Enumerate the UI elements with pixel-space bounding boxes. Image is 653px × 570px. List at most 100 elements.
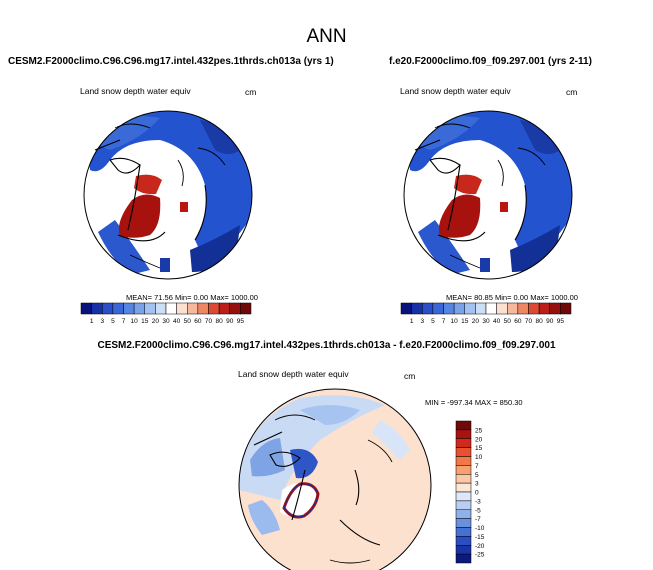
difference-colorbar-tick-label: 15 bbox=[475, 445, 483, 452]
panel1-colorbar-tick-label: 50 bbox=[184, 318, 192, 325]
panel1-colorbar-tick-label: 7 bbox=[122, 318, 126, 325]
panel1-colorbar-swatch bbox=[123, 302, 135, 315]
panel2-colorbar-swatch bbox=[411, 302, 423, 315]
difference-colorbar-swatch bbox=[455, 553, 472, 564]
panel1-colorbar-tick-label: 30 bbox=[162, 318, 170, 325]
panel2-colorbar-tick-label: 50 bbox=[504, 318, 512, 325]
panel2-colorbar-tick-label: 70 bbox=[525, 318, 533, 325]
difference-colorbar-swatch bbox=[455, 509, 472, 519]
panel2-colorbar-swatch bbox=[432, 302, 444, 315]
panel2-colorbar: 1 3 5 7 10 15 20 30 40 50 60 70 80 90 95 bbox=[400, 302, 572, 325]
panel1-colorbar-tick-label: 95 bbox=[237, 318, 245, 325]
difference-colorbar-swatch bbox=[455, 482, 472, 493]
panel2-colorbar-swatch bbox=[528, 302, 540, 315]
panel2-colorbar-tick-label: 40 bbox=[493, 318, 501, 325]
difference-colorbar-swatch bbox=[455, 465, 472, 475]
difference-colorbar-tick-label: 20 bbox=[475, 436, 483, 443]
panel2-colorbar-swatch bbox=[549, 302, 561, 315]
difference-polar-map bbox=[238, 388, 432, 570]
panel1-colorbar-tick-label: 90 bbox=[226, 318, 234, 325]
panel1-colorbar: 1 3 5 7 10 15 20 30 40 50 60 70 80 90 95 bbox=[80, 302, 252, 325]
panel2-colorbar-tick-label: 95 bbox=[557, 318, 565, 325]
figure-title: ANN bbox=[306, 26, 347, 47]
panel1-colorbar-swatch bbox=[80, 302, 92, 315]
panel1-colorbar-tick-label: 20 bbox=[152, 318, 160, 325]
panel1-colorbar-tick-label: 5 bbox=[111, 318, 115, 325]
difference-colorbar-tick-label: 10 bbox=[475, 454, 483, 461]
panel2-variable-label: Land snow depth water equiv bbox=[400, 86, 511, 96]
panel1-colorbar-swatch bbox=[155, 302, 167, 315]
difference-colorbar-swatch bbox=[455, 545, 472, 555]
panel2-colorbar-swatch bbox=[507, 302, 519, 315]
panel2-colorbar-tick-label: 30 bbox=[482, 318, 490, 325]
panel2-colorbar-swatch bbox=[453, 302, 465, 315]
difference-colorbar-tick-label: -7 bbox=[475, 516, 481, 523]
panel2-colorbar-swatch bbox=[560, 302, 572, 315]
difference-colorbar-swatch bbox=[455, 518, 472, 528]
panel2-colorbar-swatch bbox=[443, 302, 455, 315]
difference-colorbar-swatch bbox=[455, 491, 472, 502]
difference-colorbar: 25 20 15 10 7 5 3 0-3 -5 -7 -10 -15 -20 -25 bbox=[455, 420, 485, 564]
difference-colorbar-swatch bbox=[455, 438, 472, 448]
difference-colorbar-swatch bbox=[455, 500, 472, 510]
panel1-colorbar-swatch bbox=[133, 302, 145, 315]
panel1-stats: MEAN= 71.56 Min= 0.00 Max= 1000.00 bbox=[126, 293, 258, 302]
difference-colorbar-swatch bbox=[455, 429, 472, 439]
panel2-colorbar-swatch bbox=[496, 302, 508, 315]
panel2-colorbar-swatch bbox=[400, 302, 412, 315]
panel1-colorbar-swatch bbox=[229, 302, 241, 315]
panel2-units: cm bbox=[566, 87, 578, 97]
difference-colorbar-tick-label: -20 bbox=[475, 543, 485, 550]
panel2-colorbar-tick-label: 15 bbox=[461, 318, 469, 325]
panel1-colorbar-swatch bbox=[112, 302, 124, 315]
difference-colorbar-tick-label: 3 bbox=[475, 481, 479, 488]
panel1-colorbar-swatch bbox=[197, 302, 209, 315]
panel1-colorbar-tick-label: 3 bbox=[100, 318, 104, 325]
difference-colorbar-swatch bbox=[455, 527, 472, 537]
panel1-colorbar-tick-label: 1 bbox=[90, 318, 94, 325]
difference-colorbar-tick-label: 25 bbox=[475, 427, 483, 434]
difference-stats: MIN = -997.34 MAX = 850.30 bbox=[425, 398, 523, 407]
panel2-colorbar-tick-label: 1 bbox=[410, 318, 414, 325]
panel1-colorbar-tick-label: 40 bbox=[173, 318, 181, 325]
panel1-colorbar-swatch bbox=[165, 302, 177, 315]
panel1-colorbar-tick-label: 80 bbox=[216, 318, 224, 325]
panel1-colorbar-swatch bbox=[144, 302, 156, 315]
panel1-colorbar-swatch bbox=[218, 302, 230, 315]
panel2-colorbar-swatch bbox=[538, 302, 550, 315]
difference-colorbar-swatch bbox=[455, 536, 472, 546]
panel2-colorbar-tick-label: 90 bbox=[546, 318, 554, 325]
panel1-colorbar-swatch bbox=[208, 302, 220, 315]
panel1-case-title: CESM2.F2000climo.C96.C96.mg17.intel.432p… bbox=[8, 56, 334, 67]
panel2-colorbar-swatch bbox=[422, 302, 434, 315]
panel1-colorbar-tick-label: 15 bbox=[141, 318, 149, 325]
panel2-colorbar-swatch bbox=[464, 302, 476, 315]
difference-colorbar-tick-label: -25 bbox=[475, 552, 485, 559]
panel1-colorbar-swatch bbox=[176, 302, 188, 315]
difference-colorbar-tick-label: 5 bbox=[475, 472, 479, 479]
panel2-colorbar-swatch bbox=[475, 302, 487, 315]
difference-colorbar-swatch bbox=[455, 474, 472, 484]
difference-colorbar-swatch bbox=[455, 420, 472, 431]
panel2-colorbar-tick-label: 80 bbox=[536, 318, 544, 325]
panel2-colorbar-tick-label: 20 bbox=[472, 318, 480, 325]
panel1-colorbar-swatch bbox=[102, 302, 114, 315]
difference-colorbar-tick-label: 7 bbox=[475, 463, 479, 470]
panel2-colorbar-swatch bbox=[517, 302, 529, 315]
panel1-colorbar-tick-label: 70 bbox=[205, 318, 213, 325]
panel2-case-title: f.e20.F2000climo.f09_f09.297.001 (yrs 2-… bbox=[389, 56, 592, 67]
difference-colorbar-swatch bbox=[455, 447, 472, 457]
difference-colorbar-tick-label: 0 bbox=[475, 490, 479, 497]
difference-variable-label: Land snow depth water equiv bbox=[238, 369, 349, 379]
difference-colorbar-tick-label: -15 bbox=[475, 534, 485, 541]
panel2-colorbar-tick-label: 60 bbox=[514, 318, 522, 325]
panel1-colorbar-tick-label: 10 bbox=[131, 318, 139, 325]
difference-units: cm bbox=[404, 371, 416, 381]
difference-title: CESM2.F2000climo.C96.C96.mg17.intel.432p… bbox=[97, 340, 556, 351]
panel1-colorbar-swatch bbox=[91, 302, 103, 315]
difference-colorbar-swatch bbox=[455, 456, 472, 466]
difference-colorbar-tick-label: -10 bbox=[475, 525, 485, 532]
panel2-colorbar-tick-label: 3 bbox=[420, 318, 424, 325]
difference-colorbar-tick-label: -3 bbox=[475, 498, 481, 505]
